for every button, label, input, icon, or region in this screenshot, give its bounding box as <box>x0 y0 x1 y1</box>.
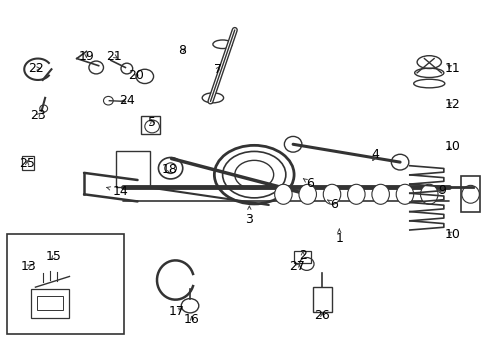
Text: 10: 10 <box>444 140 460 153</box>
Text: 11: 11 <box>444 62 460 75</box>
Text: 6: 6 <box>327 198 338 211</box>
Text: 18: 18 <box>161 163 177 176</box>
Text: 25: 25 <box>19 157 35 170</box>
Text: 15: 15 <box>46 250 61 263</box>
Text: 8: 8 <box>178 44 186 57</box>
Text: 19: 19 <box>79 50 94 63</box>
Text: 22: 22 <box>28 62 44 75</box>
Text: 3: 3 <box>245 206 253 226</box>
Ellipse shape <box>420 184 437 204</box>
Text: 27: 27 <box>288 260 305 273</box>
Text: 4: 4 <box>371 148 379 162</box>
Text: 13: 13 <box>20 260 36 273</box>
Ellipse shape <box>347 184 365 204</box>
Text: 6: 6 <box>303 177 313 190</box>
Text: 17: 17 <box>168 305 184 318</box>
Ellipse shape <box>371 184 388 204</box>
Text: 23: 23 <box>30 109 46 122</box>
Text: 2: 2 <box>298 248 306 261</box>
Ellipse shape <box>323 184 340 204</box>
Text: 24: 24 <box>119 94 134 107</box>
Text: 5: 5 <box>148 116 156 129</box>
Ellipse shape <box>274 184 291 204</box>
Text: 1: 1 <box>335 229 343 246</box>
Text: 10: 10 <box>444 228 460 241</box>
Text: 14: 14 <box>106 185 128 198</box>
FancyBboxPatch shape <box>7 234 123 334</box>
Text: 16: 16 <box>184 313 200 326</box>
Text: 12: 12 <box>444 99 460 112</box>
Text: 7: 7 <box>213 63 221 76</box>
Ellipse shape <box>298 184 316 204</box>
Text: 26: 26 <box>314 309 329 322</box>
Text: 9: 9 <box>438 184 446 197</box>
Text: 21: 21 <box>106 50 122 63</box>
Text: 20: 20 <box>128 69 144 82</box>
Ellipse shape <box>395 184 413 204</box>
